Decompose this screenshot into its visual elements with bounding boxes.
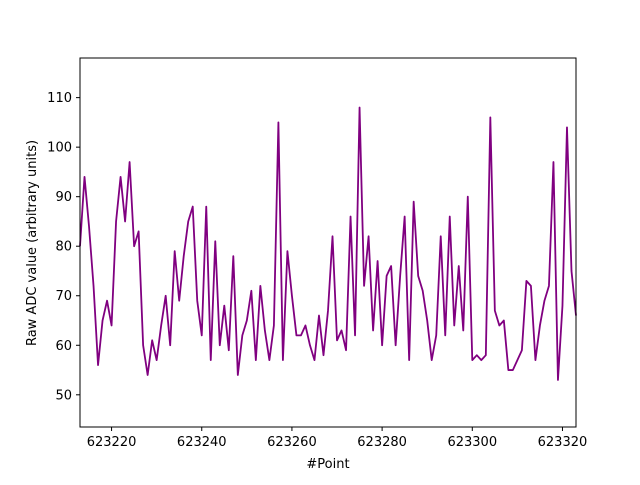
y-tick-label: 60 [55, 339, 72, 354]
x-tick-label: 623260 [267, 435, 317, 450]
y-tick-label: 50 [55, 388, 72, 403]
y-tick-label: 90 [55, 190, 72, 205]
x-tick-label: 623240 [177, 435, 227, 450]
y-axis-ticks: 50 60 70 80 90 100 110 [47, 91, 80, 403]
x-axis-ticks: 623220 623240 623260 623280 623300 623320 [87, 427, 588, 450]
x-tick-label: 623280 [357, 435, 407, 450]
x-axis-label: #Point [306, 457, 349, 472]
x-tick-label: 623320 [538, 435, 588, 450]
y-tick-label: 70 [55, 289, 72, 304]
plot-area [79, 106, 577, 381]
x-tick-label: 623220 [87, 435, 137, 450]
y-tick-label: 100 [47, 141, 72, 156]
y-axis-label: Raw ADC value (arbitrary units) [25, 140, 40, 346]
axes-frame [79, 57, 577, 428]
series-line [79, 106, 577, 381]
x-tick-label: 623300 [447, 435, 497, 450]
y-tick-label: 110 [47, 91, 72, 106]
y-tick-label: 80 [55, 240, 72, 255]
